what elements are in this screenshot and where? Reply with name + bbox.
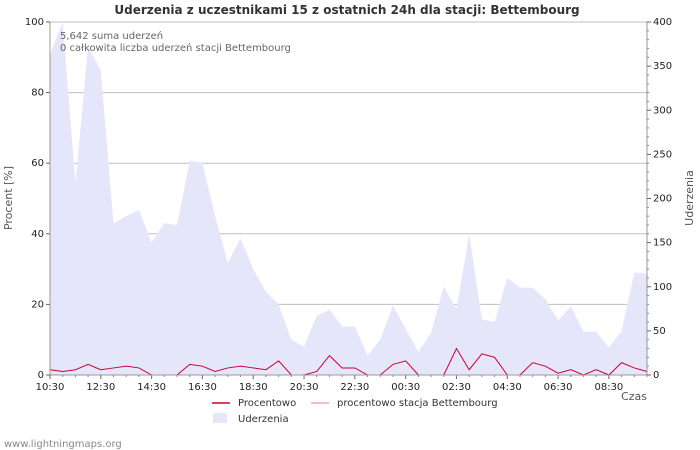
legend-swatch-uderzenia: [213, 413, 227, 423]
y-axis-label-left: Procent [%]: [2, 166, 15, 230]
y-tick-label-left: 100: [25, 17, 44, 28]
y-tick-label-right: 300: [653, 105, 672, 116]
percent-line: [49, 347, 648, 376]
y-axis-label-right: Uderzenia: [683, 170, 696, 226]
y-tick-label-right: 200: [653, 194, 672, 205]
x-tick-label: 16:30: [188, 382, 217, 393]
x-tick-label: 22:30: [340, 382, 369, 393]
x-tick-label: 20:30: [290, 382, 319, 393]
y-tick-label-right: 50: [653, 326, 666, 337]
y-tick-label-right: 150: [653, 238, 672, 249]
x-tick-label: 00:30: [391, 382, 420, 393]
y-ticks-left: 0 20 40 60 80 100: [25, 17, 50, 381]
x-tick-label: 04:30: [493, 382, 522, 393]
x-tick-label: 02:30: [442, 382, 471, 393]
y-tick-label-right: 350: [653, 61, 672, 72]
y-tick-label-right: 400: [653, 17, 672, 28]
y-tick-label-left: 40: [31, 229, 44, 240]
y-tick-label-left: 20: [31, 299, 44, 310]
x-axis-label: Czas: [621, 390, 647, 403]
legend-label-procentowo: Procentowo: [238, 398, 296, 409]
y-tick-label-left: 60: [31, 158, 44, 169]
x-ticks: 10:30 12:30 14:30 16:30 18:30 20:30 22:30 00:30…: [36, 375, 648, 393]
y-tick-label-right: 100: [653, 282, 672, 293]
strikes-area-layer: [49, 21, 648, 375]
strikes-area: [50, 22, 647, 375]
x-tick-label: 14:30: [137, 382, 166, 393]
legend-label-uderzenia: Uderzenia: [238, 414, 289, 425]
y-tick-label-left: 0: [38, 370, 44, 381]
x-tick-label: 06:30: [544, 382, 573, 393]
x-tick-label: 10:30: [36, 382, 65, 393]
x-tick-label: 08:30: [594, 382, 623, 393]
x-tick-label: 18:30: [239, 382, 268, 393]
y-tick-label-left: 80: [31, 88, 44, 99]
y-tick-label-right: 0: [653, 370, 659, 381]
legend: Procentowo procentowo stacja Bettembourg…: [212, 398, 498, 425]
chart-title: Uderzenia z uczestnikami 15 z ostatnich …: [114, 3, 579, 17]
y-ticks-right: 0 50 100 150 200 250 300 350 400: [647, 17, 672, 381]
annotation-total-strikes: 5,642 suma uderzeń: [60, 30, 163, 42]
site-credit: www.lightningmaps.org: [4, 439, 122, 450]
y-tick-label-right: 250: [653, 149, 672, 160]
legend-label-procentowo-stacja: procentowo stacja Bettembourg: [337, 398, 498, 409]
x-tick-label: 12:30: [86, 382, 115, 393]
annotation-station-strikes: 0 całkowita liczba uderzeń stacji Bettem…: [60, 42, 291, 54]
